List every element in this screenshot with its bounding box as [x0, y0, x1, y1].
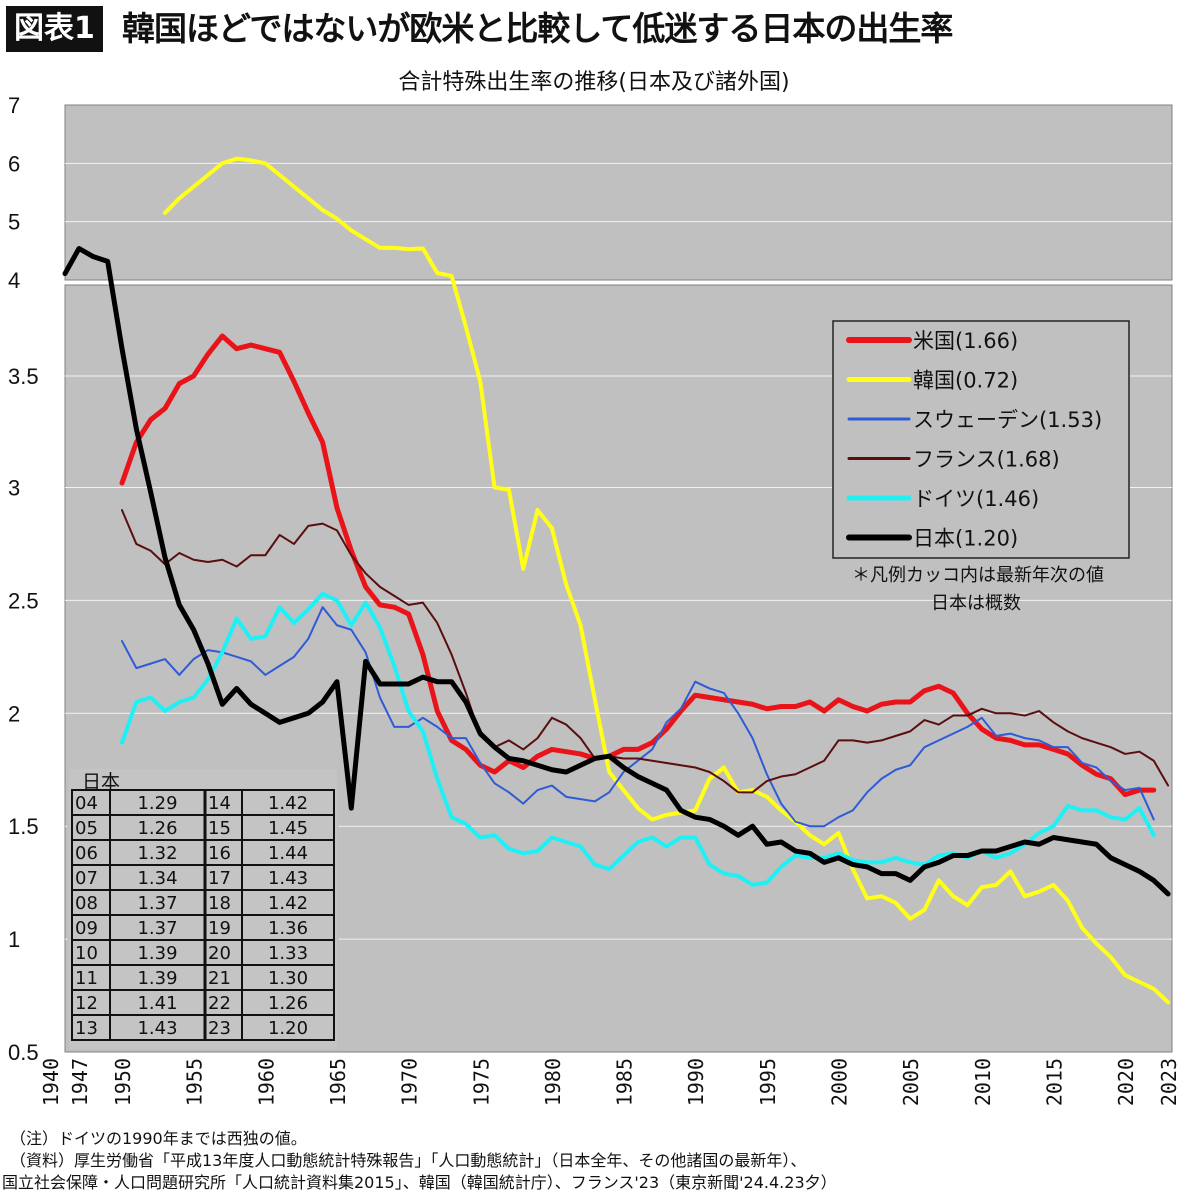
x-tick-label: 1955: [183, 1058, 207, 1106]
x-tick-label: 1940: [39, 1058, 63, 1106]
x-tick-label: 1947: [68, 1058, 92, 1106]
table-value-cell: 1.36: [268, 918, 308, 939]
table-year-cell: 21: [208, 968, 231, 989]
table-year-cell: 19: [208, 918, 231, 939]
x-tick-label: 1980: [541, 1058, 565, 1106]
table-year-cell: 16: [208, 843, 231, 864]
table-value-cell: 1.33: [268, 943, 308, 964]
note-line: 国立社会保障・人口問題研究所「人口統計資料集2015」、韓国（韓国統計庁）、フラ…: [2, 1173, 837, 1192]
table-year-cell: 11: [75, 968, 98, 989]
table-year-cell: 14: [208, 793, 231, 814]
table-year-cell: 15: [208, 818, 231, 839]
table-value-cell: 1.43: [268, 868, 308, 889]
table-value-cell: 1.29: [137, 793, 177, 814]
table-year-cell: 08: [75, 893, 98, 914]
table-value-cell: 1.44: [268, 843, 308, 864]
note-line: （資料）厚生労働省「平成13年度人口動態統計特殊報告」「人口動態統計」（日本全年…: [10, 1151, 807, 1170]
y-tick-label: 1: [8, 927, 20, 952]
x-tick-label: 2020: [1114, 1058, 1138, 1106]
legend-label: 米国(1.66): [913, 329, 1018, 353]
y-tick-label: 6: [8, 151, 20, 176]
table-value-cell: 1.43: [137, 1018, 177, 1039]
y-tick-label: 0.5: [8, 1040, 39, 1065]
table-year-cell: 09: [75, 918, 98, 939]
page-title: 韓国ほどではないが欧米と比較して低迷する日本の出生率: [122, 9, 953, 48]
table-value-cell: 1.37: [137, 893, 177, 914]
legend-note: 日本は概数: [931, 593, 1021, 614]
table-value-cell: 1.34: [137, 868, 177, 889]
x-tick-label: 1970: [398, 1058, 422, 1106]
y-tick-label: 2.5: [8, 588, 39, 613]
note-line: （注）ドイツの1990年までは西独の値。: [10, 1129, 307, 1148]
table-year-cell: 18: [208, 893, 231, 914]
table-year-cell: 04: [75, 793, 98, 814]
table-year-cell: 20: [208, 943, 231, 964]
legend-label: ドイツ(1.46): [913, 487, 1039, 511]
legend-label: 韓国(0.72): [913, 369, 1018, 393]
table-value-cell: 1.39: [137, 968, 177, 989]
x-tick-label: 1960: [254, 1058, 278, 1106]
y-tick-label: 5: [8, 210, 20, 235]
x-tick-label: 2023: [1157, 1058, 1181, 1106]
table-year-cell: 13: [75, 1018, 98, 1039]
table-year-cell: 06: [75, 843, 98, 864]
legend-label: スウェーデン(1.53): [913, 408, 1102, 432]
table-value-cell: 1.37: [137, 918, 177, 939]
table-year-cell: 05: [75, 818, 98, 839]
x-tick-label: 1975: [469, 1058, 493, 1106]
series-line-韓国: [162, 156, 1171, 1005]
x-tick-label: 1965: [326, 1058, 350, 1106]
series-line-フランス: [121, 509, 1170, 794]
table-year-cell: 12: [75, 993, 98, 1014]
series-line-米国: [119, 333, 1157, 798]
table-value-cell: 1.26: [137, 818, 177, 839]
y-tick-label: 3: [8, 476, 20, 501]
x-tick-label: 2005: [899, 1058, 923, 1106]
table-year-cell: 22: [208, 993, 231, 1014]
table-value-cell: 1.42: [268, 893, 308, 914]
table-year-cell: 23: [208, 1018, 231, 1039]
x-tick-label: 2000: [828, 1058, 852, 1106]
table-year-cell: 10: [75, 943, 98, 964]
series-line-スウェーデン: [121, 606, 1155, 828]
table-value-cell: 1.32: [137, 843, 177, 864]
series-line-日本: [62, 246, 1171, 897]
y-tick-label: 4: [8, 268, 20, 293]
y-tick-label: 7: [8, 93, 20, 118]
table-value-cell: 1.39: [137, 943, 177, 964]
table-value-cell: 1.26: [268, 993, 308, 1014]
chart-title: 合計特殊出生率の推移(日本及び諸外国): [398, 70, 790, 95]
table-value-cell: 1.20: [268, 1018, 308, 1039]
figure-badge: 図表1: [6, 6, 103, 52]
x-tick-label: 1950: [111, 1058, 135, 1106]
x-tick-label: 1985: [613, 1058, 637, 1106]
notes: （注）ドイツの1990年までは西独の値。 （資料）厚生労働省「平成13年度人口動…: [2, 1128, 837, 1194]
x-tick-label: 1995: [756, 1058, 780, 1106]
y-tick-label: 1.5: [8, 814, 39, 839]
legend-label: フランス(1.68): [913, 448, 1060, 472]
x-tick-label: 1990: [684, 1058, 708, 1106]
y-tick-label: 2: [8, 701, 20, 726]
x-tick-label: 2010: [971, 1058, 995, 1106]
table-year-cell: 07: [75, 868, 98, 889]
japan-table-header: 日本: [82, 771, 120, 793]
table-year-cell: 17: [208, 868, 231, 889]
y-tick-label: 3.5: [8, 364, 39, 389]
x-tick-label: 2015: [1042, 1058, 1066, 1106]
table-value-cell: 1.42: [268, 793, 308, 814]
upper-plot-panel: [64, 104, 1173, 281]
table-value-cell: 1.30: [268, 968, 308, 989]
table-value-cell: 1.45: [268, 818, 308, 839]
japan-table-row: [71, 1014, 335, 1041]
legend-note: ＊凡例カッコ内は最新年次の値: [852, 565, 1104, 586]
legend-label: 日本(1.20): [913, 527, 1018, 551]
legend-box: [832, 320, 1130, 559]
table-value-cell: 1.41: [137, 993, 177, 1014]
